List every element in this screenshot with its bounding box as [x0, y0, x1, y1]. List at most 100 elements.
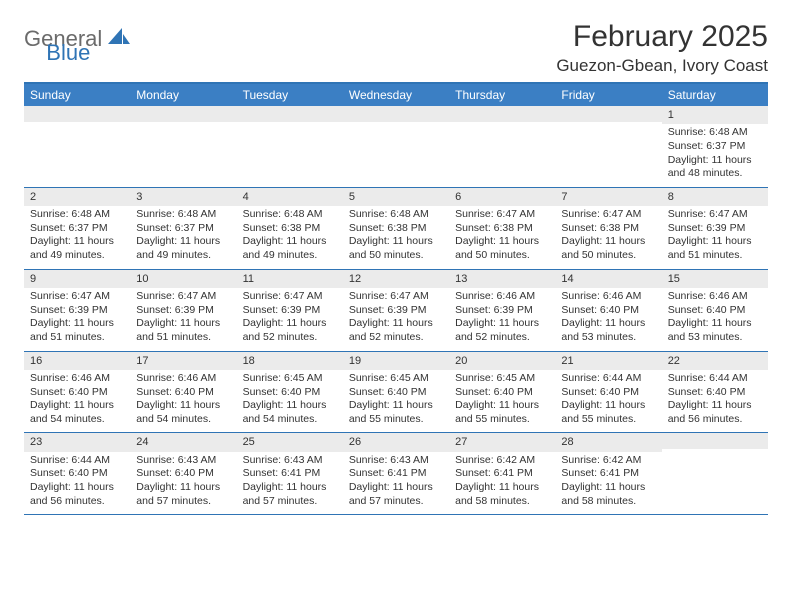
day-body: [343, 122, 449, 184]
day-body: [662, 449, 768, 511]
day-number: 22: [662, 352, 768, 370]
sunrise-text: Sunrise: 6:48 AM: [349, 208, 443, 222]
day-number: 6: [449, 188, 555, 206]
day-body: [130, 122, 236, 184]
sunset-text: Sunset: 6:38 PM: [243, 222, 337, 236]
day-body: Sunrise: 6:48 AMSunset: 6:37 PMDaylight:…: [662, 124, 768, 187]
calendar-cell: 10Sunrise: 6:47 AMSunset: 6:39 PMDayligh…: [130, 270, 236, 351]
sunset-text: Sunset: 6:39 PM: [455, 304, 549, 318]
day-body: Sunrise: 6:47 AMSunset: 6:39 PMDaylight:…: [343, 288, 449, 351]
day-body: Sunrise: 6:47 AMSunset: 6:39 PMDaylight:…: [662, 206, 768, 269]
sunrise-text: Sunrise: 6:47 AM: [136, 290, 230, 304]
calendar-cell: [449, 106, 555, 187]
daylight-text: Daylight: 11 hours and 52 minutes.: [455, 317, 549, 344]
day-header-thu: Thursday: [449, 84, 555, 106]
day-body: Sunrise: 6:48 AMSunset: 6:37 PMDaylight:…: [130, 206, 236, 269]
calendar-cell: 1Sunrise: 6:48 AMSunset: 6:37 PMDaylight…: [662, 106, 768, 187]
day-header-sat: Saturday: [662, 84, 768, 106]
sunrise-text: Sunrise: 6:47 AM: [30, 290, 124, 304]
day-body: [237, 122, 343, 184]
sunrise-text: Sunrise: 6:45 AM: [455, 372, 549, 386]
day-number: 4: [237, 188, 343, 206]
calendar-cell: 2Sunrise: 6:48 AMSunset: 6:37 PMDaylight…: [24, 188, 130, 269]
day-number: 15: [662, 270, 768, 288]
calendar-cell: 7Sunrise: 6:47 AMSunset: 6:38 PMDaylight…: [555, 188, 661, 269]
day-number: 28: [555, 433, 661, 451]
sunset-text: Sunset: 6:39 PM: [349, 304, 443, 318]
calendar-cell: [662, 433, 768, 514]
day-body: Sunrise: 6:44 AMSunset: 6:40 PMDaylight:…: [662, 370, 768, 433]
sunset-text: Sunset: 6:40 PM: [455, 386, 549, 400]
calendar-cell: 26Sunrise: 6:43 AMSunset: 6:41 PMDayligh…: [343, 433, 449, 514]
day-body: Sunrise: 6:48 AMSunset: 6:38 PMDaylight:…: [237, 206, 343, 269]
daylight-text: Daylight: 11 hours and 51 minutes.: [30, 317, 124, 344]
sunrise-text: Sunrise: 6:48 AM: [30, 208, 124, 222]
sunrise-text: Sunrise: 6:43 AM: [349, 454, 443, 468]
day-body: Sunrise: 6:47 AMSunset: 6:38 PMDaylight:…: [449, 206, 555, 269]
sunrise-text: Sunrise: 6:43 AM: [243, 454, 337, 468]
week-row: 16Sunrise: 6:46 AMSunset: 6:40 PMDayligh…: [24, 352, 768, 434]
day-body: Sunrise: 6:43 AMSunset: 6:41 PMDaylight:…: [237, 452, 343, 515]
sunset-text: Sunset: 6:40 PM: [668, 304, 762, 318]
week-row: 9Sunrise: 6:47 AMSunset: 6:39 PMDaylight…: [24, 270, 768, 352]
calendar-cell: 24Sunrise: 6:43 AMSunset: 6:40 PMDayligh…: [130, 433, 236, 514]
day-body: Sunrise: 6:48 AMSunset: 6:38 PMDaylight:…: [343, 206, 449, 269]
day-number: 1: [662, 106, 768, 124]
daylight-text: Daylight: 11 hours and 58 minutes.: [455, 481, 549, 508]
daylight-text: Daylight: 11 hours and 57 minutes.: [136, 481, 230, 508]
sunset-text: Sunset: 6:41 PM: [455, 467, 549, 481]
sunset-text: Sunset: 6:41 PM: [561, 467, 655, 481]
daylight-text: Daylight: 11 hours and 48 minutes.: [668, 154, 762, 181]
day-number: 12: [343, 270, 449, 288]
daylight-text: Daylight: 11 hours and 52 minutes.: [349, 317, 443, 344]
day-number: 18: [237, 352, 343, 370]
calendar-cell: 12Sunrise: 6:47 AMSunset: 6:39 PMDayligh…: [343, 270, 449, 351]
sunrise-text: Sunrise: 6:46 AM: [561, 290, 655, 304]
day-number: [662, 433, 768, 449]
daylight-text: Daylight: 11 hours and 51 minutes.: [136, 317, 230, 344]
location-label: Guezon-Gbean, Ivory Coast: [556, 56, 768, 76]
calendar-cell: 27Sunrise: 6:42 AMSunset: 6:41 PMDayligh…: [449, 433, 555, 514]
logo-text-blue: Blue: [46, 40, 90, 65]
day-number: 7: [555, 188, 661, 206]
logo: General Blue: [24, 26, 176, 52]
week-row: 2Sunrise: 6:48 AMSunset: 6:37 PMDaylight…: [24, 188, 768, 270]
sunset-text: Sunset: 6:40 PM: [136, 386, 230, 400]
daylight-text: Daylight: 11 hours and 58 minutes.: [561, 481, 655, 508]
day-body: Sunrise: 6:43 AMSunset: 6:40 PMDaylight:…: [130, 452, 236, 515]
day-body: Sunrise: 6:42 AMSunset: 6:41 PMDaylight:…: [449, 452, 555, 515]
sunset-text: Sunset: 6:40 PM: [136, 467, 230, 481]
sunrise-text: Sunrise: 6:45 AM: [349, 372, 443, 386]
day-header-tue: Tuesday: [237, 84, 343, 106]
sunrise-text: Sunrise: 6:47 AM: [349, 290, 443, 304]
day-number: 5: [343, 188, 449, 206]
day-body: Sunrise: 6:45 AMSunset: 6:40 PMDaylight:…: [343, 370, 449, 433]
day-body: Sunrise: 6:46 AMSunset: 6:39 PMDaylight:…: [449, 288, 555, 351]
calendar-cell: 21Sunrise: 6:44 AMSunset: 6:40 PMDayligh…: [555, 352, 661, 433]
sunset-text: Sunset: 6:37 PM: [136, 222, 230, 236]
header: General Blue February 2025 Guezon-Gbean,…: [24, 20, 768, 76]
day-number: 26: [343, 433, 449, 451]
sunrise-text: Sunrise: 6:42 AM: [455, 454, 549, 468]
calendar-cell: 3Sunrise: 6:48 AMSunset: 6:37 PMDaylight…: [130, 188, 236, 269]
sunrise-text: Sunrise: 6:48 AM: [668, 126, 762, 140]
sunset-text: Sunset: 6:40 PM: [668, 386, 762, 400]
daylight-text: Daylight: 11 hours and 51 minutes.: [668, 235, 762, 262]
day-number: [343, 106, 449, 122]
sunset-text: Sunset: 6:40 PM: [243, 386, 337, 400]
calendar-cell: 11Sunrise: 6:47 AMSunset: 6:39 PMDayligh…: [237, 270, 343, 351]
day-header-row: Sunday Monday Tuesday Wednesday Thursday…: [24, 84, 768, 106]
day-number: 2: [24, 188, 130, 206]
sunset-text: Sunset: 6:38 PM: [455, 222, 549, 236]
sunset-text: Sunset: 6:38 PM: [349, 222, 443, 236]
page-title: February 2025: [556, 20, 768, 54]
sunrise-text: Sunrise: 6:48 AM: [136, 208, 230, 222]
calendar-cell: [343, 106, 449, 187]
sunset-text: Sunset: 6:40 PM: [30, 386, 124, 400]
sunrise-text: Sunrise: 6:44 AM: [30, 454, 124, 468]
calendar-cell: 14Sunrise: 6:46 AMSunset: 6:40 PMDayligh…: [555, 270, 661, 351]
calendar-cell: 22Sunrise: 6:44 AMSunset: 6:40 PMDayligh…: [662, 352, 768, 433]
daylight-text: Daylight: 11 hours and 50 minutes.: [455, 235, 549, 262]
sunset-text: Sunset: 6:38 PM: [561, 222, 655, 236]
sunrise-text: Sunrise: 6:46 AM: [668, 290, 762, 304]
